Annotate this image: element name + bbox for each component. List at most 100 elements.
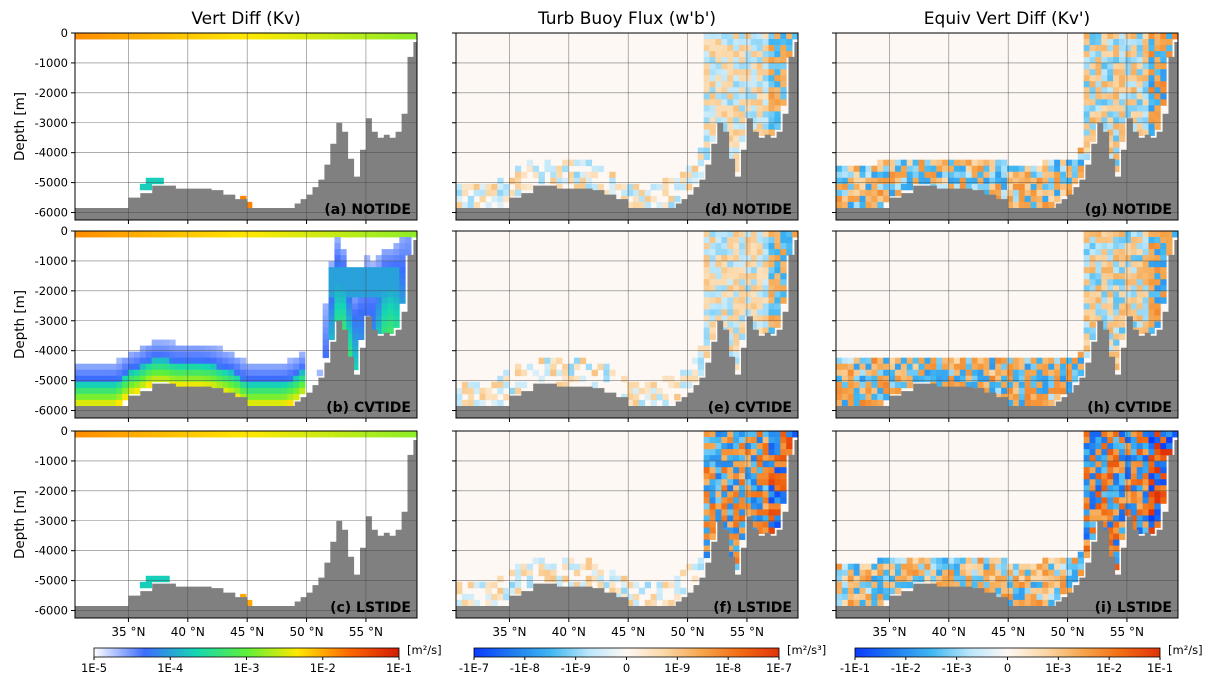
field-cell <box>246 369 253 377</box>
field-cell <box>739 63 746 70</box>
colorbar-tick-label: 0 <box>1004 661 1011 675</box>
field-cell <box>346 285 353 292</box>
field-cell <box>1065 581 1073 589</box>
field-cell <box>591 171 598 179</box>
field-cell <box>750 273 758 280</box>
field-cell <box>936 581 943 589</box>
field-cell <box>948 381 955 389</box>
field-cell <box>393 315 400 322</box>
field-cell <box>859 381 866 389</box>
field-cell <box>509 387 516 395</box>
field-cell <box>1154 117 1161 124</box>
field-cell <box>1001 177 1008 185</box>
field-cell <box>662 399 669 407</box>
field-cell <box>871 569 878 577</box>
field-cell <box>116 369 123 377</box>
field-cell <box>750 69 758 76</box>
field-cell <box>1089 315 1096 322</box>
field-cell <box>1007 165 1014 173</box>
field-cell <box>1095 249 1102 256</box>
field-cell <box>187 363 194 371</box>
field-cell <box>526 183 534 191</box>
field-cell <box>774 69 781 76</box>
field-cell <box>246 33 253 40</box>
field-cell <box>750 117 758 124</box>
seafloor-bathymetry <box>75 39 417 220</box>
field-cell <box>989 171 996 179</box>
field-cell <box>1030 381 1037 389</box>
field-cell <box>1142 45 1149 52</box>
field-cell <box>983 581 990 589</box>
field-cell <box>1148 509 1155 516</box>
field-cell <box>375 231 383 238</box>
field-cell <box>727 333 734 340</box>
field-cell <box>139 581 147 589</box>
panel-label: (d) NOTIDE <box>705 202 792 218</box>
field-cell <box>847 387 855 395</box>
field-cell <box>703 485 710 492</box>
field-cell <box>721 485 728 492</box>
field-cell <box>393 261 400 268</box>
field-cell <box>739 467 746 474</box>
field-cell <box>889 563 896 571</box>
field-cell <box>739 105 746 112</box>
field-cell <box>151 575 158 583</box>
field-cell <box>198 375 206 383</box>
field-cell <box>1083 51 1090 58</box>
field-cell <box>198 357 206 365</box>
field-cell <box>1095 75 1102 82</box>
field-cell <box>780 87 787 94</box>
field-cell <box>192 375 200 383</box>
field-cell <box>1154 461 1161 468</box>
field-cell <box>1107 437 1114 444</box>
field-cell <box>1001 165 1008 173</box>
field-cell <box>145 231 153 238</box>
field-cell <box>739 231 746 238</box>
field-cell <box>774 479 781 486</box>
field-cell <box>959 563 967 571</box>
field-cell <box>727 135 734 142</box>
field-cell <box>556 165 563 173</box>
field-cell <box>1024 563 1031 571</box>
field-cell <box>1107 333 1114 340</box>
field-cell <box>1113 527 1120 534</box>
field-cell <box>381 315 388 322</box>
field-cell <box>721 57 728 64</box>
field-cell <box>1024 599 1031 607</box>
field-cell <box>1160 279 1167 286</box>
field-cell <box>556 381 563 389</box>
field-cell <box>948 557 955 565</box>
field-cell <box>841 195 849 203</box>
field-cell <box>86 369 94 377</box>
field-cell <box>733 141 740 149</box>
field-cell <box>1065 177 1073 185</box>
field-cell <box>240 33 247 40</box>
field-cell <box>299 369 306 377</box>
field-cell <box>1089 497 1096 504</box>
field-cell <box>900 165 908 173</box>
field-cell <box>1119 503 1126 510</box>
field-cell <box>562 557 569 565</box>
field-cell <box>1054 177 1061 185</box>
field-cell <box>122 387 129 395</box>
field-cell <box>739 237 746 244</box>
field-cell <box>1065 369 1073 377</box>
field-cell <box>859 375 866 383</box>
field-cell <box>1113 449 1120 456</box>
field-cell <box>287 399 294 407</box>
field-cell <box>1124 81 1132 88</box>
field-cell <box>709 285 716 292</box>
field-cell <box>204 345 212 353</box>
field-cell <box>889 369 896 377</box>
field-cell <box>1071 159 1079 167</box>
field-cell <box>1107 123 1114 130</box>
field-cell <box>847 563 855 571</box>
field-cell <box>1018 363 1026 371</box>
field-cell <box>1089 33 1096 40</box>
field-cell <box>240 393 247 401</box>
field-cell <box>246 599 253 607</box>
field-cell <box>1089 473 1096 480</box>
field-cell <box>865 195 872 203</box>
field-cell <box>393 285 400 292</box>
field-cell <box>703 255 710 262</box>
